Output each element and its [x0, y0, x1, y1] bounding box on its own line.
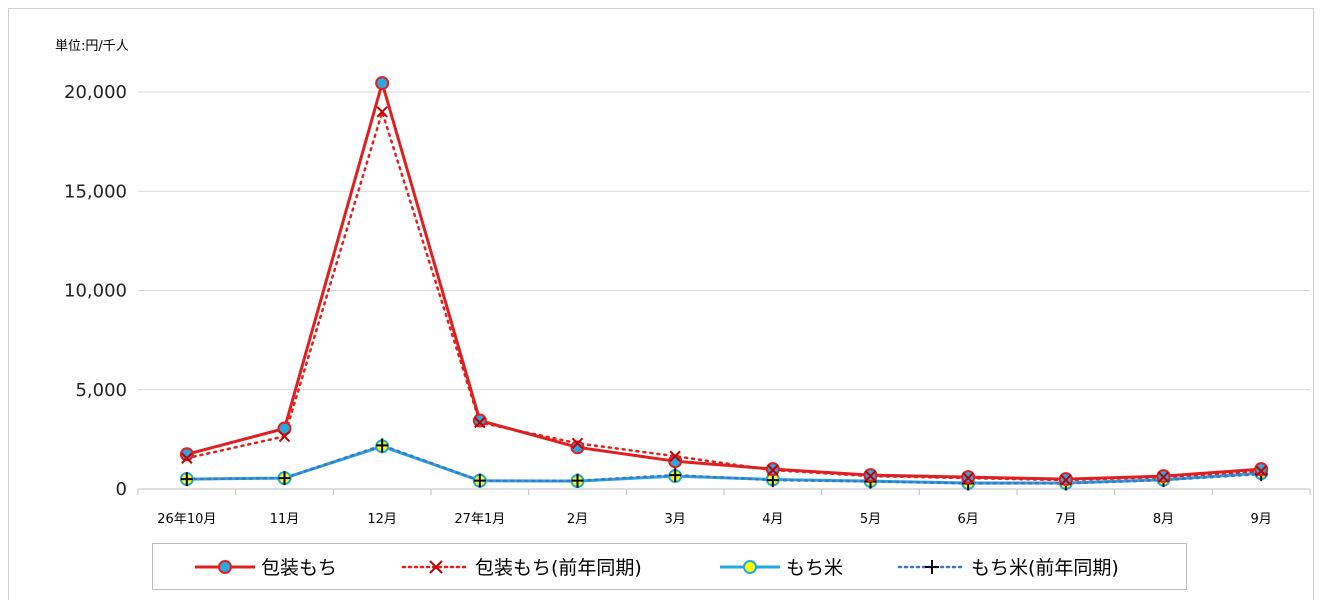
legend-swatch-mochi-prev	[401, 559, 471, 574]
x-tick-label: 26年10月	[157, 512, 216, 527]
legend-item-rice-prev: もち米(前年同期)	[897, 544, 1119, 589]
point-mochi	[277, 421, 292, 436]
point-rice-prev	[473, 473, 486, 488]
legend-swatch-rice-prev	[897, 559, 967, 574]
point-mochi-prev	[1255, 465, 1267, 477]
legend-label-mochi-prev: 包装もち(前年同期)	[475, 557, 642, 579]
x-tick-label: 9月	[1251, 512, 1272, 527]
y-tick-label: 0	[116, 479, 127, 500]
point-mochi-prev	[376, 106, 388, 118]
series-line-3	[185, 444, 1263, 485]
legend-label-mochi: 包装もち	[261, 557, 338, 579]
legend: 包装もち 包装もち(前年同期) もち米 もち米(前年同期)	[152, 543, 1187, 590]
legend-item-rice: もち米	[718, 544, 843, 589]
point-mochi	[375, 76, 390, 91]
y-tick-label: 5,000	[75, 380, 127, 401]
x-tick-label: 11月	[270, 512, 300, 527]
point-mochi-prev	[278, 430, 291, 443]
x-tick-label: 7月	[1055, 512, 1076, 527]
point-rice-prev	[376, 438, 389, 453]
legend-swatch-mochi	[195, 559, 255, 574]
y-tick-label: 20,000	[64, 82, 127, 103]
point-rice-prev	[669, 468, 682, 483]
point-mochi-prev	[181, 452, 193, 464]
point-mochi	[570, 440, 585, 455]
point-mochi-prev	[1060, 474, 1072, 486]
point-rice-prev	[278, 471, 291, 486]
series-markers	[179, 76, 1269, 491]
legend-label-rice: もち米	[786, 557, 844, 579]
x-tick-label: 3月	[665, 512, 686, 527]
x-tick-label: 5月	[860, 512, 881, 527]
point-mochi	[472, 413, 487, 428]
legend-label-rice-prev: もち米(前年同期)	[971, 557, 1119, 579]
x-axis-ticks: 26年10月 11月 12月 27年1月 2月 3月 4月 5月 6月 7月 8月 9月	[137, 489, 1311, 527]
legend-swatch-rice	[720, 559, 780, 574]
x-tick-label: 27年1月	[454, 512, 505, 527]
gridlines	[138, 91, 1310, 490]
point-mochi	[1254, 462, 1269, 477]
point-mochi-prev	[571, 437, 584, 450]
legend-item-mochi: 包装もち	[193, 544, 337, 589]
y-tick-label: 10,000	[64, 281, 127, 302]
point-mochi-prev	[962, 472, 974, 484]
legend-item-mochi-prev: 包装もち(前年同期)	[401, 544, 642, 589]
unit-label: 単位:円/千人	[55, 39, 129, 54]
line-chart: 0 5,000 10,000 15,000 20,000 26年10月 11月 12月 27年…	[64, 76, 1311, 527]
point-mochi-prev	[767, 464, 779, 476]
point-mochi-prev	[474, 416, 486, 429]
point-mochi-prev	[669, 450, 681, 462]
point-rice-prev	[180, 472, 193, 487]
x-tick-label: 4月	[762, 512, 783, 527]
x-tick-label: 12月	[367, 512, 397, 527]
y-axis-ticks: 0 5,000 10,000 15,000 20,000	[64, 82, 127, 500]
series-line-1	[185, 110, 1263, 482]
series-line-0	[185, 81, 1263, 481]
y-tick-label: 15,000	[64, 181, 127, 202]
point-mochi	[179, 447, 194, 462]
x-tick-label: 8月	[1153, 512, 1174, 527]
chart-frame	[8, 8, 1314, 600]
point-mochi-prev	[1157, 471, 1170, 483]
series-lines	[185, 81, 1263, 485]
x-tick-label: 2月	[567, 512, 588, 527]
point-rice-prev	[571, 473, 584, 488]
point-mochi-prev	[864, 470, 877, 482]
x-tick-label: 6月	[958, 512, 979, 527]
